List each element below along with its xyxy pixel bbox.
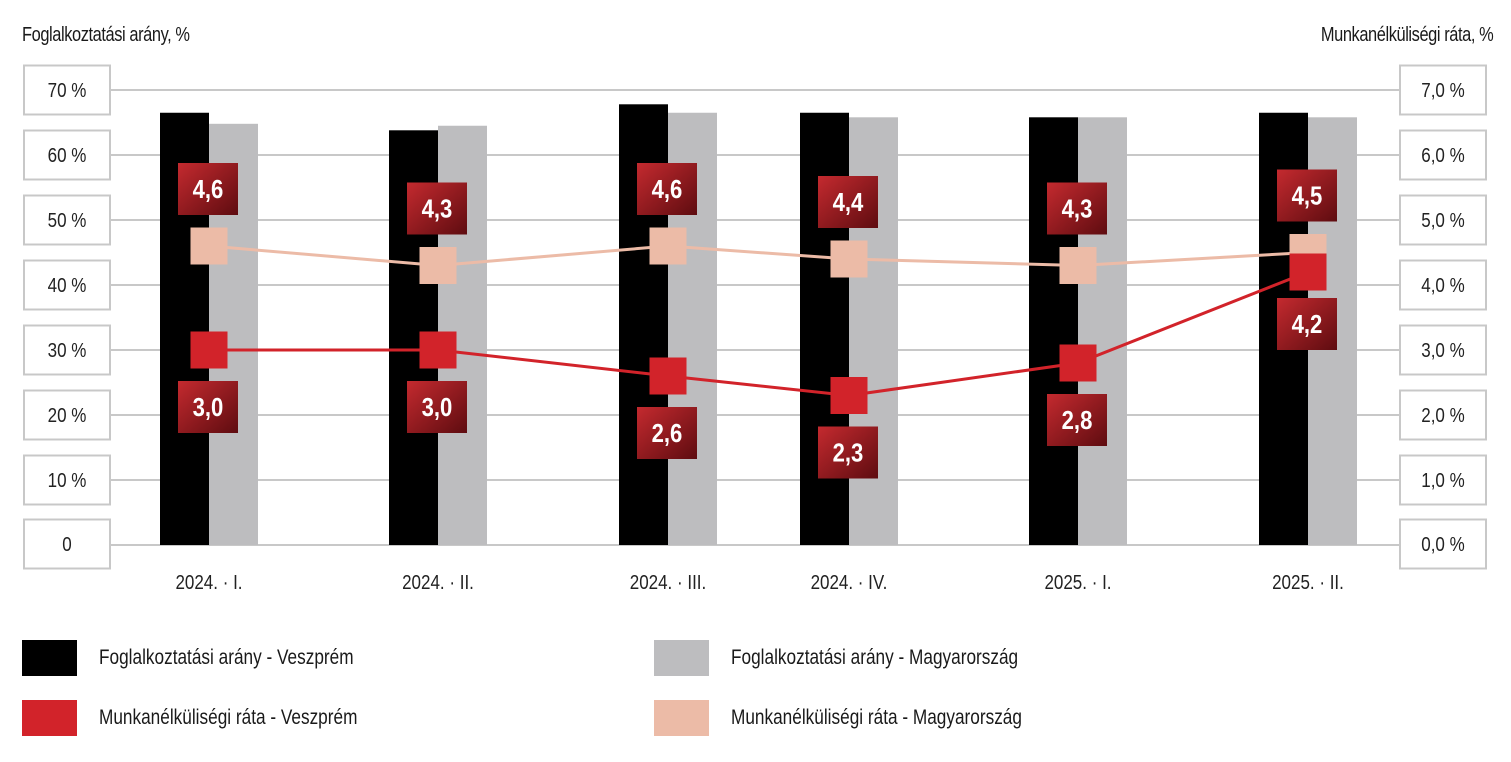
data-label-hungary-box bbox=[178, 163, 238, 215]
legend-swatch bbox=[22, 640, 77, 676]
legend-swatch bbox=[22, 700, 77, 736]
y-right-tick-box bbox=[1399, 518, 1487, 570]
y-left-tick-label: 40 % bbox=[48, 274, 87, 297]
data-label-hungary: 4,6 bbox=[193, 175, 224, 204]
y-left-tick-box bbox=[23, 454, 111, 506]
x-tick-label: 2024. · IV. bbox=[811, 571, 888, 594]
y-right-tick-label: 3,0 % bbox=[1421, 339, 1464, 362]
legend-label: Munkanélküliségi ráta - Magyarország bbox=[731, 706, 1022, 729]
unemployment-veszprem-marker bbox=[190, 331, 228, 369]
data-label-veszprem: 2,8 bbox=[1062, 406, 1093, 435]
combo-chart: 0 10 % 20 % 30 % 40 % 50 % 60 % 70 % 0,0 % 1,0 % 2… bbox=[23, 64, 1487, 594]
data-label-hungary: 4,3 bbox=[422, 195, 453, 224]
y-left-tick-label: 50 % bbox=[48, 209, 87, 232]
y-right-tick-label: 4,0 % bbox=[1421, 274, 1464, 297]
y-axis-left-title: Foglalkoztatási arány, % bbox=[22, 24, 190, 46]
data-label-hungary-box bbox=[1277, 169, 1337, 222]
data-label-veszprem: 4,2 bbox=[1292, 310, 1323, 339]
y-left-tick-box bbox=[23, 64, 111, 116]
y-left-tick-box bbox=[23, 518, 111, 570]
y-left-tick-label: 20 % bbox=[48, 404, 87, 427]
legend-swatch bbox=[654, 700, 709, 736]
x-tick-label: 2024. · I. bbox=[175, 571, 242, 594]
y-left-tick-label: 0 bbox=[62, 533, 71, 556]
legend-item-employment-hungary: Foglalkoztatási arány - Magyarország bbox=[654, 640, 1081, 676]
x-tick-label: 2024. · III. bbox=[630, 571, 706, 594]
data-label-veszprem: 3,0 bbox=[422, 393, 453, 422]
data-label-veszprem-box bbox=[407, 381, 467, 433]
y-left-tick-label: 60 % bbox=[48, 144, 87, 167]
y-left-tick-label: 30 % bbox=[48, 339, 87, 362]
y-right-tick-box bbox=[1399, 259, 1487, 311]
unemployment-veszprem-marker bbox=[419, 331, 457, 369]
data-label-hungary: 4,4 bbox=[833, 188, 864, 217]
y-right-tick-label: 2,0 % bbox=[1421, 404, 1464, 427]
unemployment-hungary-marker bbox=[419, 247, 457, 284]
data-label-veszprem-box bbox=[1047, 394, 1107, 446]
bar-employment-veszprem bbox=[1029, 117, 1078, 546]
data-label-hungary: 4,3 bbox=[1062, 195, 1093, 224]
y-left-tick-label: 70 % bbox=[48, 79, 87, 102]
unemployment-hungary-line bbox=[208, 244, 1309, 268]
y-axis-right-title: Munkanélküliségi ráta, % bbox=[1320, 24, 1494, 46]
unemployment-hungary-marker bbox=[1059, 247, 1097, 284]
unemployment-hungary-marker bbox=[830, 240, 868, 278]
y-right-tick-box bbox=[1399, 194, 1487, 246]
legend-swatch bbox=[654, 640, 709, 676]
y-right-tick-box bbox=[1399, 389, 1487, 441]
legend-item-unemployment-veszprem: Munkanélküliségi ráta - Veszprém bbox=[22, 700, 414, 736]
data-label-veszprem: 3,0 bbox=[193, 393, 224, 422]
y-left-tick-label: 10 % bbox=[48, 469, 87, 492]
y-right-tick-label: 6,0 % bbox=[1421, 144, 1464, 167]
x-tick-label: 2024. · II. bbox=[402, 571, 474, 594]
y-right-tick-box bbox=[1399, 324, 1487, 376]
y-left-tick-box bbox=[23, 259, 111, 311]
y-left-tick-box bbox=[23, 194, 111, 246]
legend-label: Foglalkoztatási arány - Veszprém bbox=[99, 646, 354, 669]
data-label-veszprem-box bbox=[818, 426, 878, 479]
unemployment-veszprem-marker bbox=[1059, 344, 1097, 382]
unemployment-veszprem-marker bbox=[649, 357, 687, 395]
y-right-tick-box bbox=[1399, 454, 1487, 506]
legend-label: Munkanélküliségi ráta - Veszprém bbox=[99, 706, 358, 729]
unemployment-veszprem-marker bbox=[830, 377, 868, 414]
legend-item-unemployment-hungary: Munkanélküliségi ráta - Magyarország bbox=[654, 700, 1086, 736]
data-label-veszprem-box bbox=[178, 381, 238, 433]
data-label-hungary: 4,5 bbox=[1292, 182, 1323, 211]
data-label-hungary-box bbox=[407, 182, 467, 235]
y-right-tick-label: 5,0 % bbox=[1421, 209, 1464, 232]
data-label-hungary-box bbox=[1047, 182, 1107, 235]
data-label-hungary-box bbox=[818, 176, 878, 228]
unemployment-hungary-marker bbox=[649, 227, 687, 265]
data-label-veszprem: 2,3 bbox=[833, 439, 864, 468]
unemployment-veszprem-marker bbox=[1289, 253, 1327, 291]
x-tick-label: 2025. · I. bbox=[1044, 571, 1111, 594]
legend-item-employment-veszprem: Foglalkoztatási arány - Veszprém bbox=[22, 640, 409, 676]
y-left-tick-box bbox=[23, 389, 111, 441]
data-label-hungary-box bbox=[637, 163, 697, 215]
y-right-tick-label: 0,0 % bbox=[1421, 533, 1464, 556]
bar-employment-hungary bbox=[1078, 117, 1127, 546]
data-label-veszprem: 2,6 bbox=[652, 419, 683, 448]
data-label-hungary: 4,6 bbox=[652, 175, 683, 204]
y-right-tick-box bbox=[1399, 64, 1487, 116]
legend-label: Foglalkoztatási arány - Magyarország bbox=[731, 646, 1019, 669]
data-label-veszprem-box bbox=[1277, 298, 1337, 350]
y-right-tick-box bbox=[1399, 129, 1487, 181]
unemployment-hungary-marker bbox=[190, 227, 228, 265]
y-left-tick-box bbox=[23, 129, 111, 181]
y-right-tick-label: 1,0 % bbox=[1421, 469, 1464, 492]
data-label-veszprem-box bbox=[637, 407, 697, 459]
y-left-tick-box bbox=[23, 324, 111, 376]
y-right-tick-label: 7,0 % bbox=[1421, 79, 1464, 102]
unemployment-veszprem-line bbox=[209, 270, 1309, 398]
x-tick-label: 2025. · II. bbox=[1272, 571, 1344, 594]
